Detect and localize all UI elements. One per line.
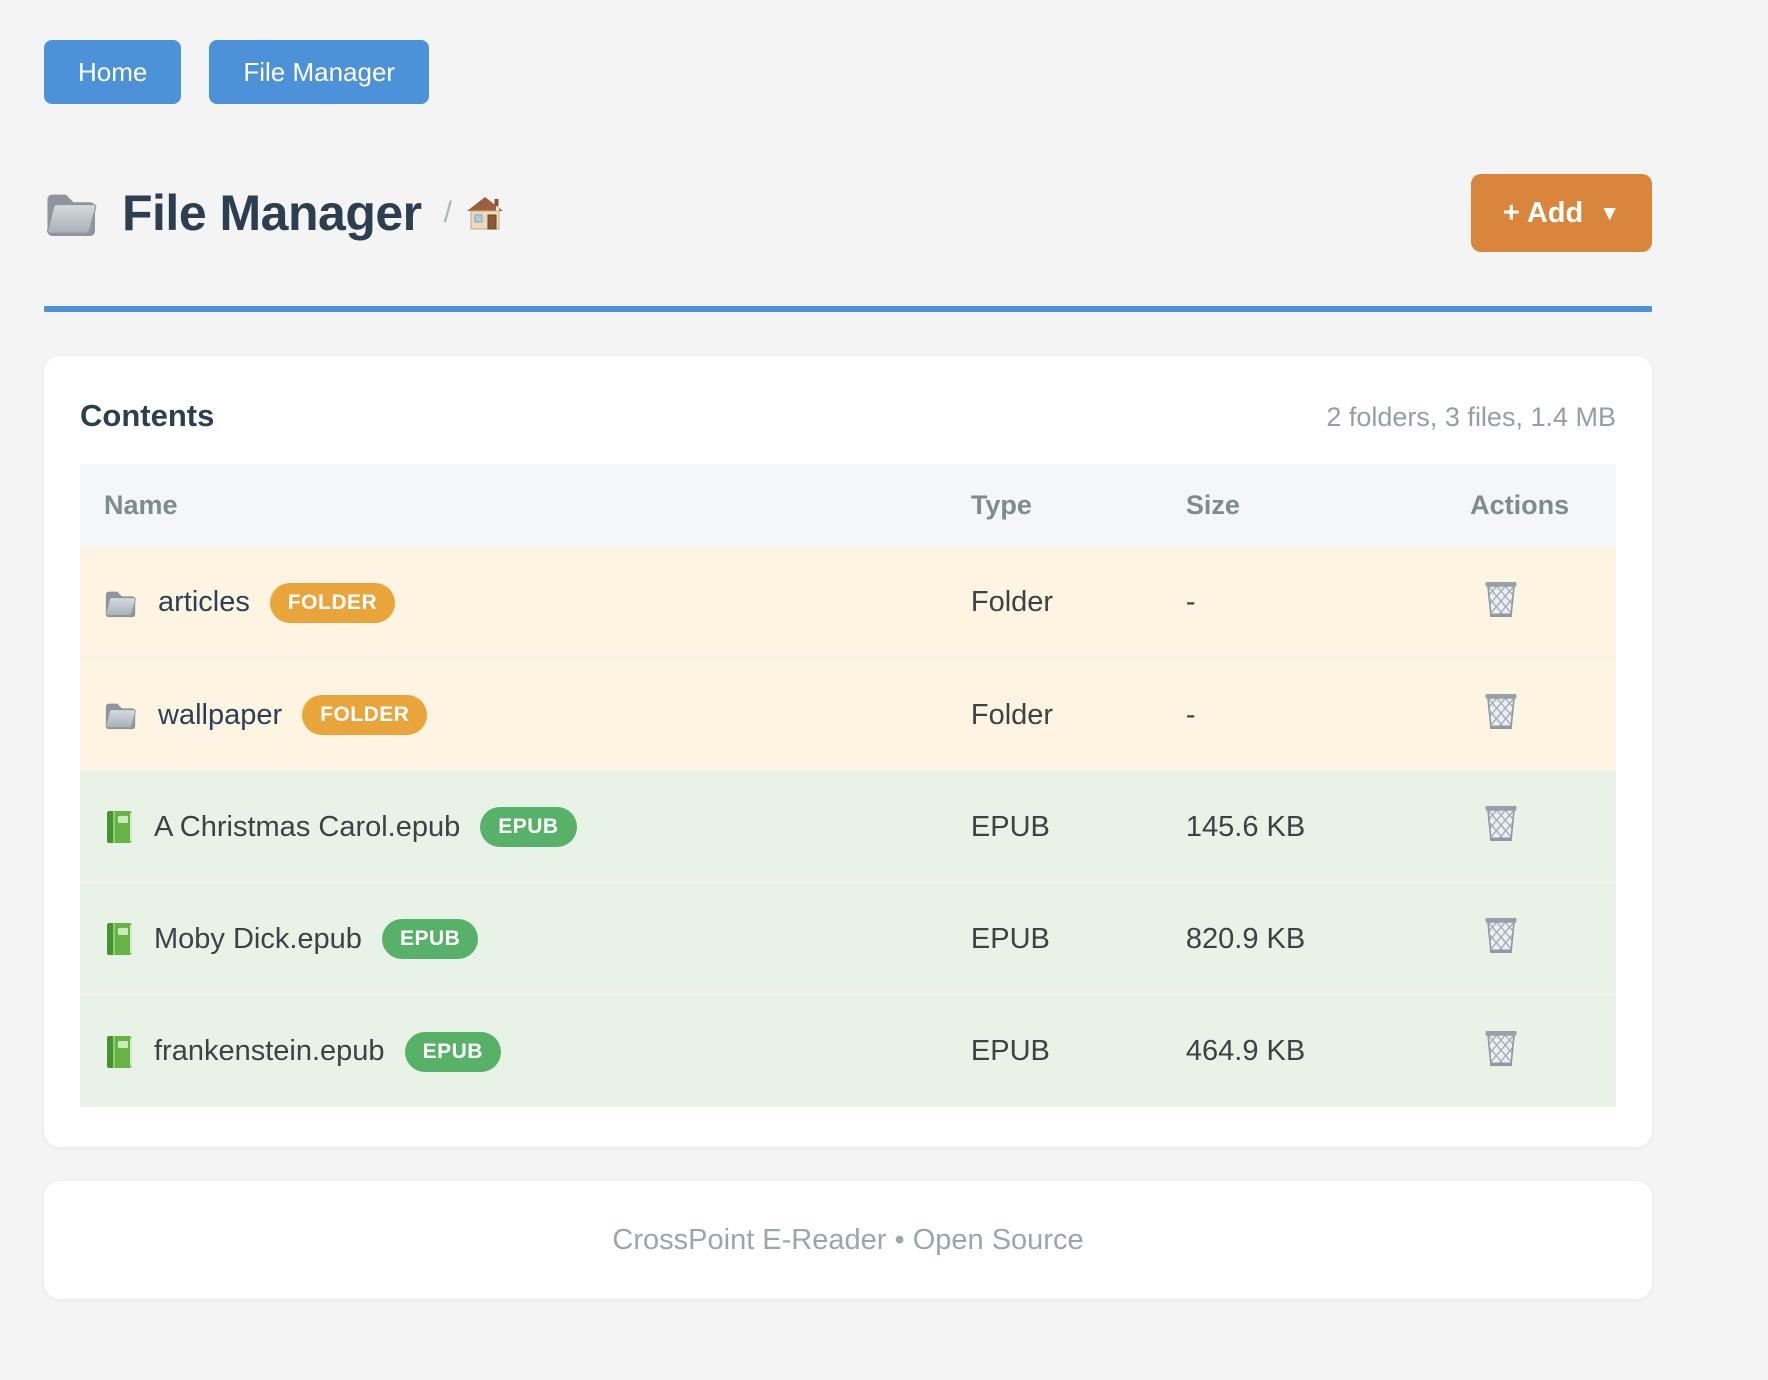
page-header: File Manager / + Add ▼ [44, 174, 1652, 252]
table-row: wallpaper FOLDER Folder - [80, 658, 1616, 771]
file-name: Moby Dick.epub [154, 922, 362, 955]
trash-icon [1484, 916, 1518, 954]
column-header-name: Name [80, 464, 971, 547]
card-head: Contents 2 folders, 3 files, 1.4 MB [80, 398, 1616, 434]
delete-button[interactable] [1484, 804, 1518, 842]
delete-button[interactable] [1484, 580, 1518, 618]
name-cell: Moby Dick.epub EPUB [80, 919, 971, 959]
delete-button[interactable] [1484, 1029, 1518, 1067]
type-cell: Folder [970, 658, 1186, 771]
file-name: frankenstein.epub [154, 1035, 385, 1067]
add-button[interactable]: + Add ▼ [1470, 174, 1652, 252]
file-table: Name Type Size Actions articles FOLDER F… [80, 464, 1616, 1107]
nav-button-home[interactable]: Home [44, 40, 182, 104]
contents-card: Contents 2 folders, 3 files, 1.4 MB Name… [44, 356, 1652, 1147]
type-badge: EPUB [381, 919, 479, 959]
nav-button-file-manager[interactable]: File Manager [209, 40, 430, 104]
size-cell: 145.6 KB [1185, 770, 1471, 883]
book-icon [104, 1035, 134, 1069]
book-icon [104, 922, 134, 956]
type-badge: EPUB [480, 807, 577, 847]
column-header-type: Type [970, 464, 1186, 547]
name-cell: frankenstein.epub EPUB [80, 1031, 971, 1072]
file-name[interactable]: articles [158, 586, 250, 618]
type-badge: FOLDER [302, 695, 428, 735]
table-row: Moby Dick.epub EPUB EPUB 820.9 KB [80, 882, 1616, 995]
folder-icon [46, 193, 97, 236]
type-cell: Folder [970, 547, 1186, 659]
table-row: articles FOLDER Folder - [80, 547, 1616, 659]
trash-icon [1484, 692, 1518, 730]
page: Home File Manager File Manager / + Add ▼… [44, 0, 1652, 1299]
footer-card: CrossPoint E-Reader • Open Source [44, 1181, 1652, 1299]
file-name: A Christmas Carol.epub [154, 810, 461, 843]
card-title: Contents [80, 398, 215, 433]
column-header-size: Size [1185, 464, 1471, 547]
column-header-actions: Actions [1470, 464, 1616, 547]
header-divider [44, 306, 1652, 312]
top-nav: Home File Manager [44, 40, 1652, 104]
contents-summary: 2 folders, 3 files, 1.4 MB [1326, 402, 1616, 432]
type-badge: FOLDER [269, 582, 396, 623]
size-cell: 464.9 KB [1185, 994, 1471, 1107]
delete-button[interactable] [1484, 692, 1518, 730]
caret-down-icon: ▼ [1599, 201, 1620, 225]
name-cell: wallpaper FOLDER [80, 695, 971, 735]
type-cell: EPUB [970, 770, 1186, 883]
book-icon [104, 810, 134, 844]
folder-icon [104, 588, 138, 618]
type-cell: EPUB [970, 882, 1186, 995]
table-row: A Christmas Carol.epub EPUB EPUB 145.6 K… [80, 770, 1616, 883]
table-header-row: Name Type Size Actions [80, 464, 1616, 547]
size-cell: - [1185, 547, 1471, 659]
home-breadcrumb-icon[interactable] [466, 196, 504, 230]
page-title: File Manager / [44, 184, 504, 242]
size-cell: - [1185, 658, 1471, 771]
trash-icon [1484, 1029, 1518, 1067]
type-cell: EPUB [970, 994, 1186, 1107]
page-title-text: File Manager [122, 185, 422, 241]
trash-icon [1484, 804, 1518, 842]
breadcrumb-separator: / [443, 196, 452, 229]
name-cell: articles FOLDER [80, 582, 971, 623]
size-cell: 820.9 KB [1185, 882, 1471, 995]
add-button-label: + Add [1502, 196, 1584, 229]
footer-text: CrossPoint E-Reader • Open Source [612, 1223, 1084, 1256]
folder-icon [104, 700, 138, 730]
table-row: frankenstein.epub EPUB EPUB 464.9 KB [80, 994, 1616, 1107]
delete-button[interactable] [1484, 916, 1518, 954]
trash-icon [1484, 580, 1518, 618]
name-cell: A Christmas Carol.epub EPUB [80, 807, 971, 847]
file-name[interactable]: wallpaper [158, 698, 283, 731]
type-badge: EPUB [404, 1031, 501, 1072]
